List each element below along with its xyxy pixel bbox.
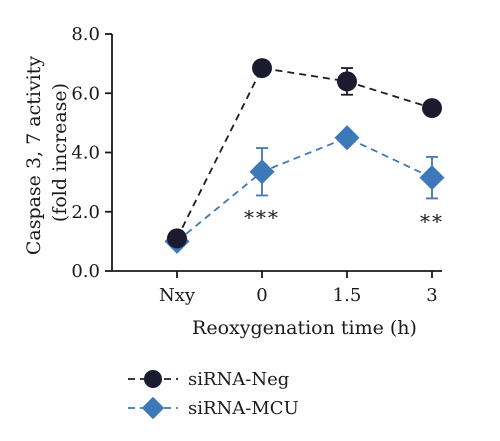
series-line — [176, 67, 433, 239]
y-axis-label: Caspase 3, 7 activity (fold increase) — [23, 50, 71, 255]
x-tick-label: Nxy — [159, 285, 196, 306]
legend-label: siRNA-Neg — [188, 369, 289, 390]
y-tick-label: 4.0 — [71, 143, 100, 164]
x-tick-label: 0 — [256, 285, 267, 306]
series-siRNA-Neg — [167, 58, 442, 249]
x-ticks: Nxy 0 1.5 3 — [159, 271, 438, 306]
y-ticks: 0.0 2.0 4.0 6.0 8.0 — [71, 24, 112, 282]
data-point — [334, 125, 360, 151]
data-point — [167, 228, 187, 249]
legend-item: siRNA-MCU — [128, 396, 299, 420]
y-tick-label: 0.0 — [71, 261, 100, 282]
series-line — [176, 136, 433, 243]
legend-label: siRNA-MCU — [188, 398, 299, 419]
y-tick-label: 6.0 — [71, 83, 100, 104]
data-point — [419, 165, 445, 191]
y-tick-label: 2.0 — [71, 202, 100, 223]
y-axis-label-line-1: Caspase 3, 7 activity — [23, 56, 45, 256]
data-point — [337, 71, 357, 92]
x-axis-label: Reoxygenation time (h) — [192, 317, 417, 339]
annotation-layer: *** ** — [244, 205, 444, 234]
y-axis-label-line-2: (fold increase) — [49, 83, 71, 222]
data-point — [422, 98, 442, 119]
y-tick-label: 8.0 — [71, 24, 100, 45]
legend-item: siRNA-Neg — [128, 369, 289, 390]
legend-marker — [144, 370, 162, 388]
significance-annotation: ** — [420, 210, 444, 234]
axes: 0.0 2.0 4.0 6.0 8.0 Nxy 0 1.5 3 — [71, 24, 442, 306]
legend-marker — [141, 396, 165, 420]
data-point — [252, 58, 272, 79]
data-point — [249, 159, 275, 185]
x-tick-label: 1.5 — [333, 285, 362, 306]
series-siRNA-MCU — [164, 125, 445, 254]
series-layer — [164, 58, 445, 254]
significance-annotation: *** — [244, 205, 280, 229]
x-tick-label: 3 — [426, 285, 437, 306]
legend: siRNA-Neg siRNA-MCU — [128, 369, 299, 420]
